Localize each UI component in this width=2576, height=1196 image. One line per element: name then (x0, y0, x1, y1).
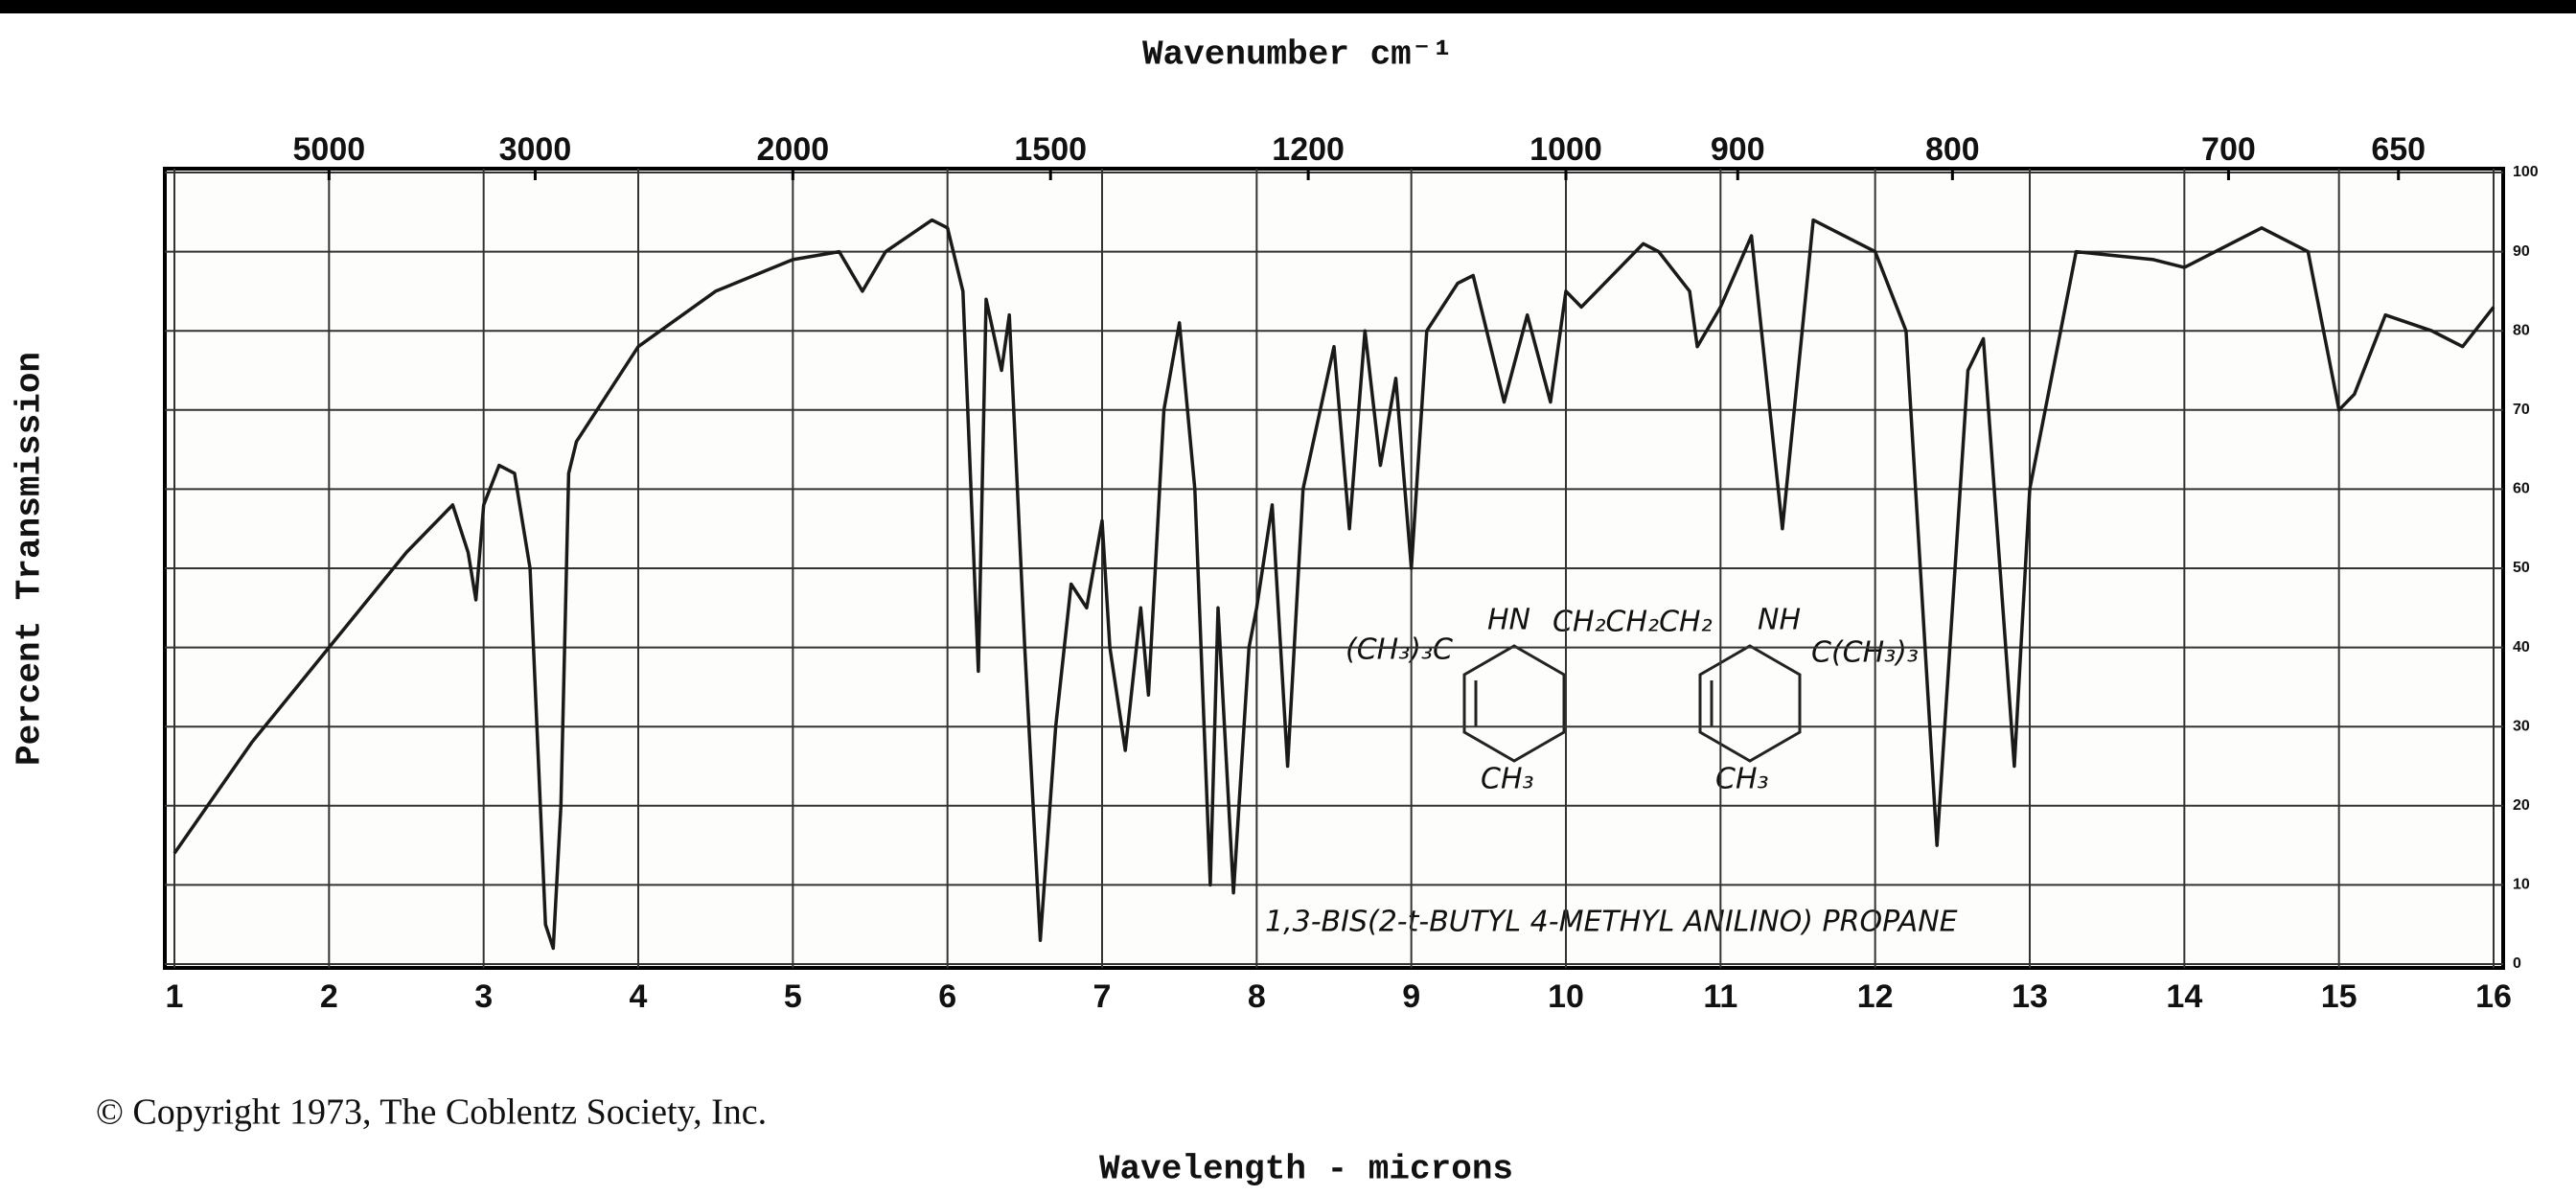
y-tick-label: 40 (2513, 639, 2530, 656)
x-tick-label: 13 (2012, 978, 2048, 1015)
footnote: © Copyright 1973, The Coblentz Society, … (96, 1092, 767, 1133)
x-tick-label: 12 (1857, 978, 1894, 1015)
y-tick-label: 20 (2513, 797, 2530, 814)
structure (1462, 644, 1802, 763)
y-tick-label: 70 (2513, 402, 2530, 418)
annotation: C(CH₃)₃ (1811, 636, 1919, 670)
x2-axis-title: Wavenumber cm⁻¹ (1142, 35, 1453, 75)
y-axis-title: Percent Transmission (11, 352, 50, 766)
x2-tick-label: 800 (1925, 131, 1980, 168)
x-tick-label: 3 (474, 978, 493, 1015)
y-tick-label: 60 (2513, 481, 2530, 497)
annotation: CH₂CH₂CH₂ (1552, 606, 1713, 639)
annotation: (CH₃)₃C (1346, 633, 1453, 667)
x2-tick-label: 1500 (1014, 131, 1087, 168)
annotation: CH₃ (1481, 763, 1534, 796)
x-tick-label: 10 (1548, 978, 1584, 1015)
y-tick-label: 80 (2513, 322, 2530, 338)
x-tick-label: 4 (630, 978, 648, 1015)
x-tick-label: 8 (1248, 978, 1266, 1015)
compound-name: 1,3-BIS(2-t-BUTYL 4-METHYL ANILINO) PROP… (1265, 906, 1958, 939)
spectrum-line (172, 218, 2496, 951)
y-tick-label: 10 (2513, 877, 2530, 893)
x2-tick-label: 900 (1711, 131, 1765, 168)
x-tick-label: 11 (1703, 978, 1737, 1015)
benzene-ring (1698, 644, 1802, 763)
annotation: NH (1758, 604, 1801, 637)
x-tick-label: 6 (938, 978, 956, 1015)
x2-tick-label: 2000 (757, 131, 830, 168)
x2-tick-label: 3000 (499, 131, 572, 168)
x2-tick-label: 650 (2371, 131, 2426, 168)
annotation: CH₃ (1715, 763, 1769, 796)
y-tick-label: 90 (2513, 243, 2530, 260)
x-tick-label: 15 (2321, 978, 2358, 1015)
x-axis-title: Wavelength - microns (1099, 1150, 1513, 1189)
x-tick-label: 2 (320, 978, 338, 1015)
top-bar (0, 0, 2576, 13)
x2-tick-label: 5000 (293, 131, 366, 168)
y-tick-label: 100 (2513, 164, 2539, 180)
x2-tick-label: 1000 (1530, 131, 1602, 168)
x-tick-label: 16 (2475, 978, 2512, 1015)
y-tick-label: 0 (2513, 955, 2521, 972)
x2-tick-label: 700 (2201, 131, 2256, 168)
y-tick-label: 30 (2513, 718, 2530, 734)
x-tick-label: 7 (1093, 978, 1112, 1015)
y-tick-label: 50 (2513, 560, 2530, 576)
x-tick-label: 5 (784, 978, 802, 1015)
annotation: HN (1487, 604, 1530, 637)
x-tick-label: 9 (1402, 978, 1420, 1015)
x-tick-label: 14 (2166, 978, 2202, 1015)
x-tick-label: 1 (166, 978, 184, 1015)
x2-tick-label: 1200 (1272, 131, 1345, 168)
benzene-ring (1462, 644, 1566, 763)
